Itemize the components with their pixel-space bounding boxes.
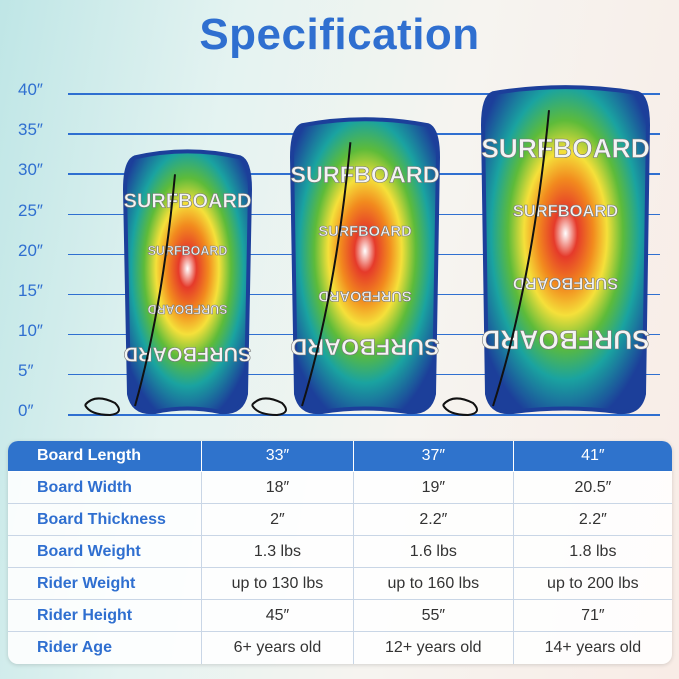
cell-value: 6+ years old: [202, 632, 354, 664]
table-row: Rider Height 45″ 55″ 71″: [8, 600, 672, 632]
board-logo: SURFBOARD: [124, 191, 252, 213]
cell-value: 1.3 lbs: [202, 536, 354, 568]
bodyboard: SURFBOARD SURFBOARD SURFBOARD SURFBOARD: [84, 149, 253, 417]
leash-cord: [251, 142, 352, 417]
table-row: Rider Weight up to 130 lbs up to 160 lbs up…: [8, 568, 672, 600]
leash-cord: [84, 174, 176, 417]
row-label: Rider Age: [8, 632, 202, 664]
ruler-tick-label: 0″: [18, 401, 34, 420]
table-row: Board Weight 1.3 lbs 1.6 lbs 1.8 lbs: [8, 536, 672, 568]
ruler-tick-label: 40″: [18, 80, 43, 100]
ruler-tick-label: 10″: [18, 320, 43, 340]
cell-value: 71″: [513, 600, 672, 632]
cell-value: 2.2″: [353, 504, 514, 536]
cell-value: 41″: [513, 441, 672, 472]
board-logo: SURFBOARD: [124, 343, 252, 365]
board-logo: SURFBOARD: [148, 302, 228, 316]
cell-value: up to 130 lbs: [202, 568, 354, 600]
cell-value: 55″: [353, 600, 514, 632]
board-logo: SURFBOARD: [290, 162, 439, 188]
ruler-line: [68, 414, 660, 416]
row-label: Rider Weight: [8, 568, 202, 600]
board-logo: SURFBOARD: [318, 288, 411, 304]
cell-value: 33″: [202, 441, 354, 472]
board-logo: SURFBOARD: [481, 134, 650, 164]
board-logo: SURFBOARD: [513, 203, 618, 221]
bodyboards-illustration: SURFBOARDSURFBOARDSURFBOARDSURFBOARDSURF…: [84, 85, 650, 417]
spec-table: Board Length 33″ 37″ 41″ Board Width 18″ 19″ 20…: [8, 441, 672, 664]
board-logo: SURFBOARD: [148, 244, 228, 258]
cell-value: 1.6 lbs: [353, 536, 514, 568]
ruler-tick-label: 5″: [18, 360, 34, 380]
row-label: Rider Height: [8, 600, 202, 632]
cell-value: 12+ years old: [354, 632, 514, 664]
board-logo: SURFBOARD: [318, 224, 411, 240]
ruler-tick-label: 20″: [18, 240, 43, 260]
cell-value: 19″: [353, 472, 514, 504]
ruler-tick-label: 35″: [18, 120, 43, 140]
board-logo: SURFBOARD: [481, 325, 650, 355]
cell-value: 14+ years old: [544, 639, 642, 656]
board-logo: SURFBOARD: [290, 334, 439, 360]
cell-value: 45″: [202, 600, 354, 632]
cell-value: 1.8 lbs: [513, 536, 672, 568]
row-label: Board Thickness: [8, 504, 202, 536]
table-row: Board Width 18″ 19″ 20.5″: [8, 472, 672, 504]
cell-value: 2.2″: [513, 504, 672, 536]
bodyboard: SURFBOARD SURFBOARD SURFBOARD SURFBOARD: [251, 117, 441, 417]
table-row: Board Thickness 2″ 2.2″ 2.2″: [8, 504, 672, 536]
table-header-row: Board Length 33″ 37″ 41″: [8, 441, 672, 472]
ruler-line: [68, 93, 660, 95]
cell-value: up to 160 lbs: [353, 568, 514, 600]
cell-value: 18″: [202, 472, 354, 504]
ruler-tick-label: 15″: [18, 280, 43, 300]
row-label: Board Weight: [8, 536, 202, 568]
leash-cord: [442, 110, 550, 417]
row-label: Board Length: [8, 441, 202, 472]
cell-value: 2″: [202, 504, 354, 536]
ruler-tick-label: 30″: [18, 160, 43, 180]
board-logo: SURFBOARD: [513, 274, 618, 292]
bodyboard: SURFBOARD SURFBOARD SURFBOARD SURFBOARD: [442, 85, 650, 417]
row-label: Board Width: [8, 472, 202, 504]
cell-value: 20.5″: [513, 472, 672, 504]
table-row: Rider Age 6+ years old 12+ years old 14+ ye…: [8, 632, 672, 664]
cell-value: 37″: [353, 441, 514, 472]
page-title: Specification: [199, 10, 480, 59]
cell-value: up to 200 lbs: [513, 568, 672, 600]
ruler-tick-label: 25″: [18, 200, 43, 220]
